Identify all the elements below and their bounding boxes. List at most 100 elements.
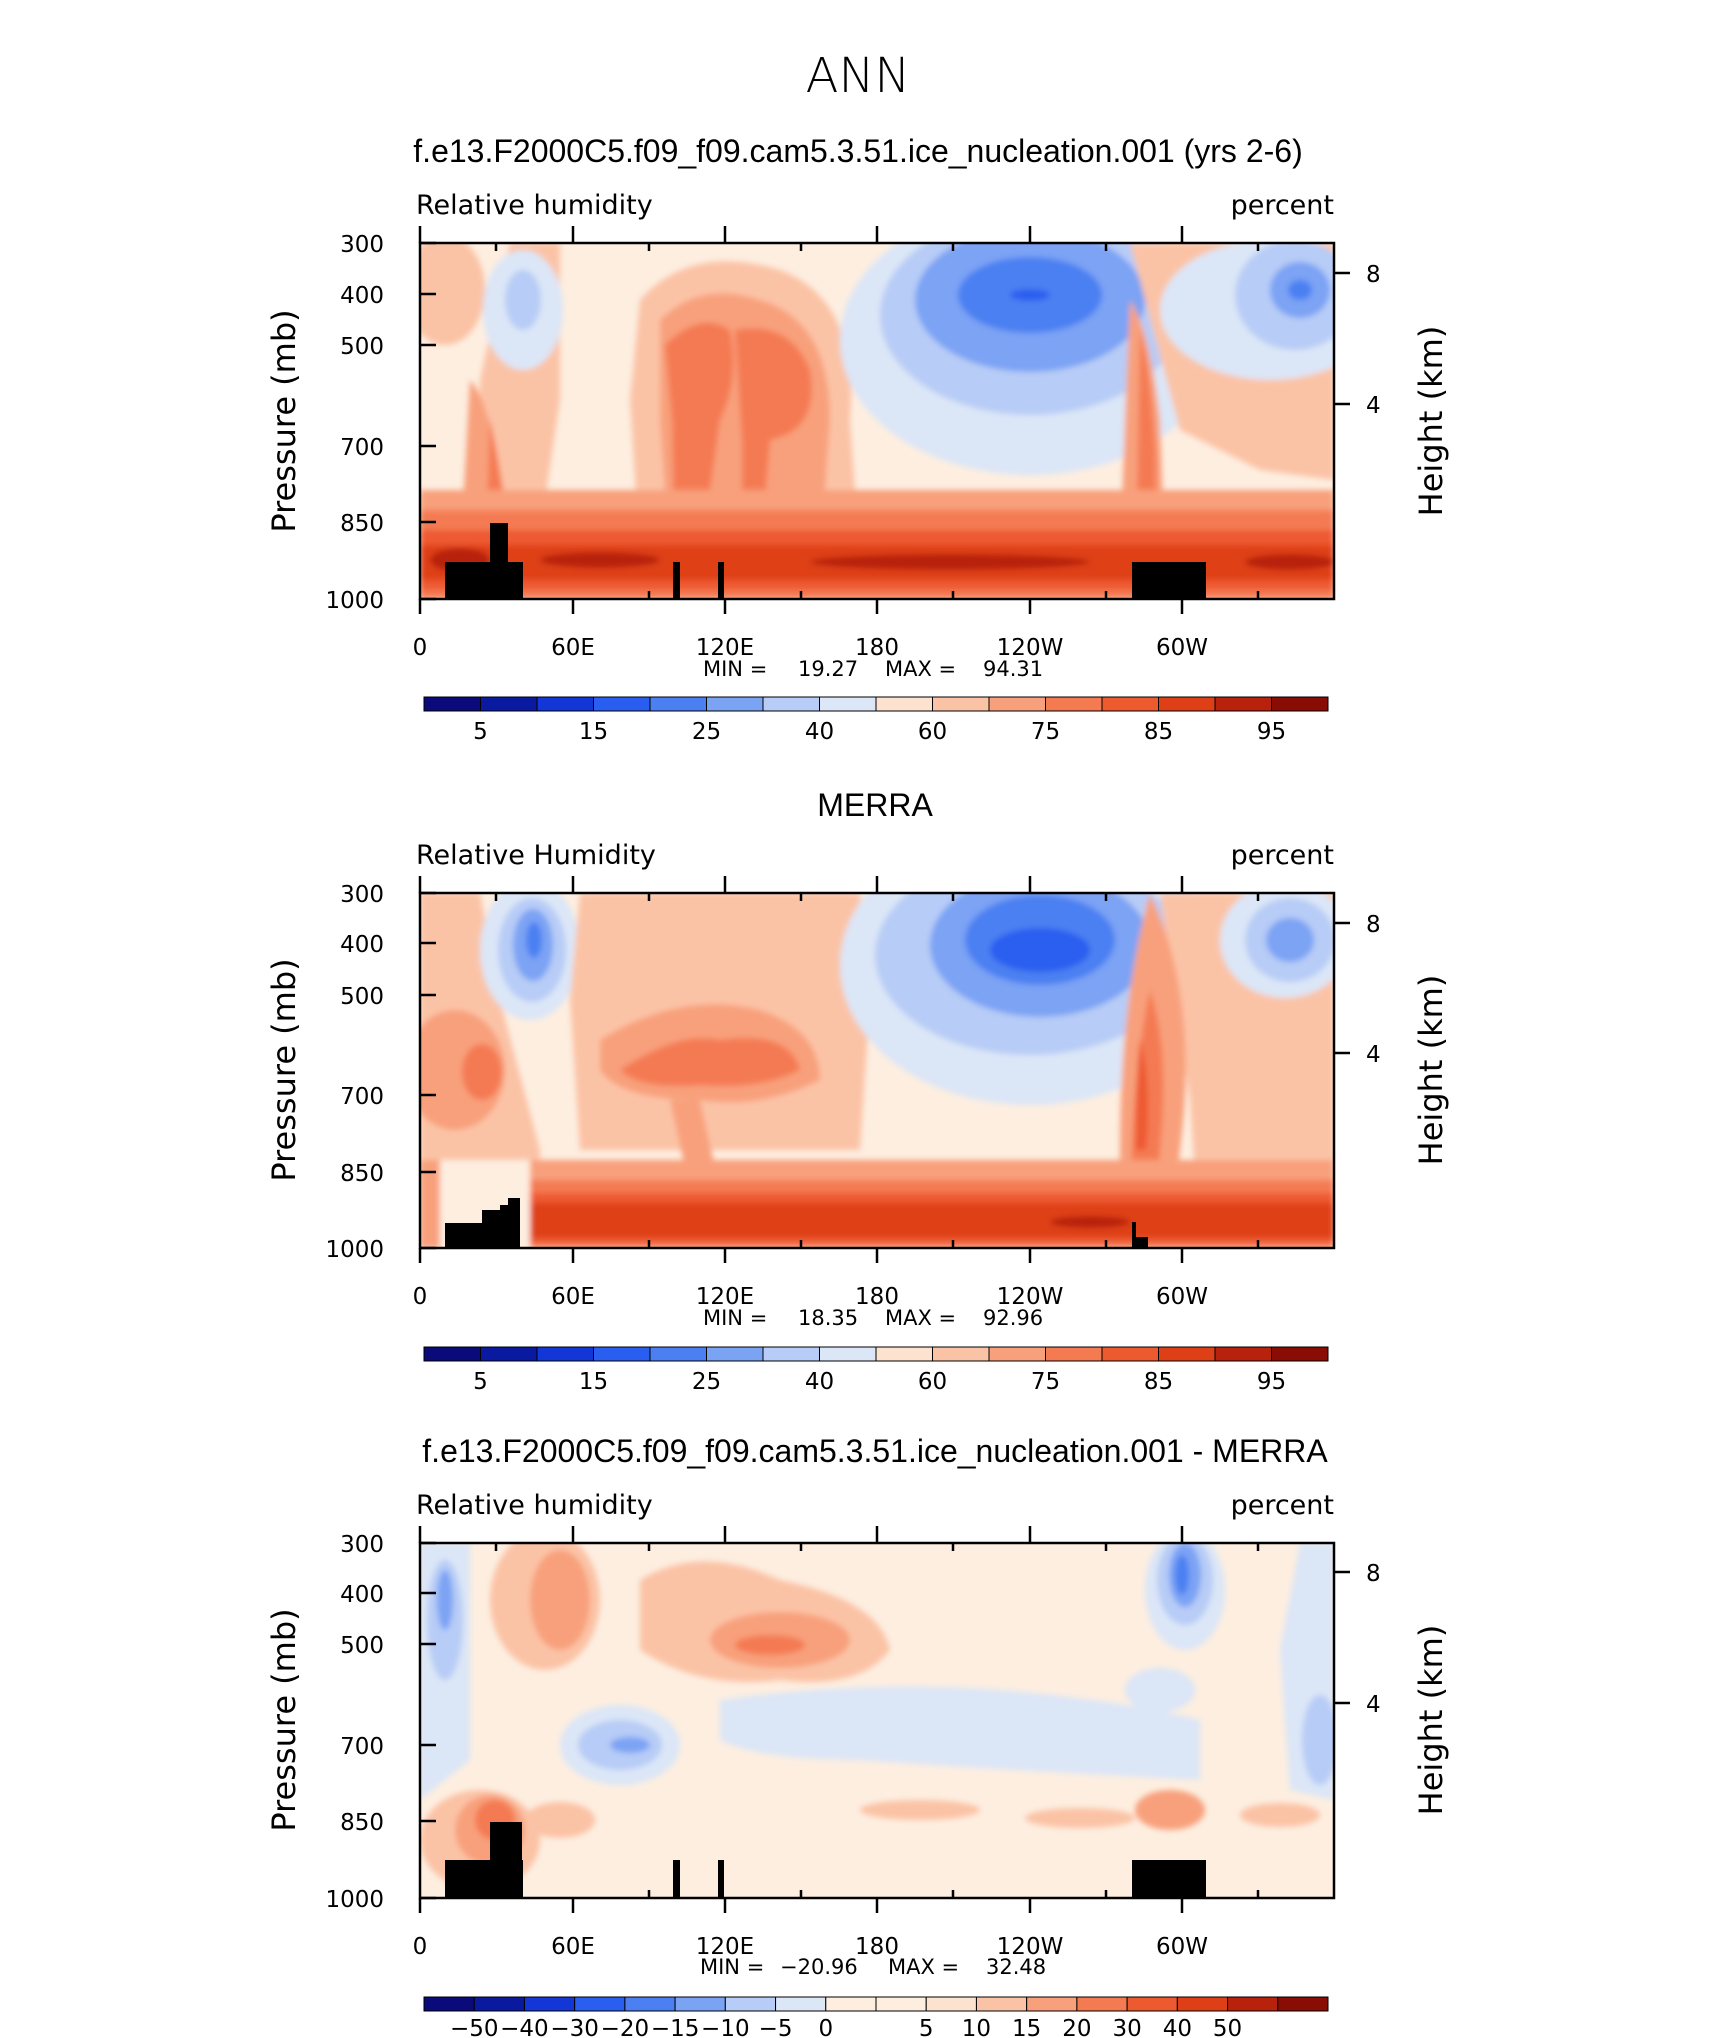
y-right-tick-label: 8 [1366,262,1381,288]
colorbar-swatch [975,1996,1028,2012]
x-tick-label: 60W [1156,1934,1208,1960]
colorbar-swatch [1214,696,1272,712]
y-tick-label: 500 [340,984,384,1010]
y-right-tick-label: 4 [1366,1042,1381,1068]
colorbar-swatch [1227,1996,1279,2012]
x-tick-label: 180 [855,1284,899,1310]
colorbar-swatch [932,1346,990,1362]
colorbar-label: −20 [601,2016,650,2038]
colorbar-swatch [1277,1996,1329,2012]
y-right-tick-label: 8 [1366,1561,1381,1587]
units-label: percent [1231,190,1334,221]
min-value: 18.35 [798,1306,858,1330]
colorbar-swatch [1158,1346,1216,1362]
colorbar-label: −30 [550,2016,599,2038]
y-axis-left: 300 400 500 700 850 1000 Pressure (mb) [265,232,436,614]
colorbar-swatch [988,696,1046,712]
colorbar-label: 20 [1062,2016,1091,2038]
colorbar-swatch [674,1996,726,2012]
page-title: ANN [806,48,911,104]
min-label: MIN = [700,1955,764,1979]
colorbar-label: −15 [651,2016,700,2038]
y-right-tick-label: 8 [1366,912,1381,938]
y-tick-label: 1000 [325,588,384,614]
colorbar-label: 40 [805,719,834,745]
max-value: 94.31 [983,657,1043,681]
colorbar-swatch [593,1346,651,1362]
colorbar-label: 10 [962,2016,991,2038]
x-tick-label: 60E [551,1284,595,1310]
field-label: Relative Humidity [416,840,656,871]
x-tick-label: 120W [997,1284,1064,1310]
y-axis-right: 8 4 Height (km) [1334,912,1450,1165]
y-tick-label: 850 [340,1161,384,1187]
colorbar-label: −10 [701,2016,750,2038]
y-tick-label: 300 [340,1532,384,1558]
colorbar-label: 15 [1012,2016,1041,2038]
y-axis-left: 300 400 500 700 850 1000 Pressure (mb) [265,882,436,1263]
colorbar-swatch [1076,1996,1128,2012]
colorbar-label: 60 [918,719,947,745]
colorbar-label: 25 [692,719,721,745]
colorbar-swatch [1026,1996,1078,2012]
colorbar-swatch [775,1996,827,2012]
y-tick-label: 700 [340,435,384,461]
field-label: Relative humidity [416,1490,653,1521]
colorbar-swatch [819,1346,877,1362]
units-label: percent [1231,840,1334,871]
colorbar-swatch [473,1996,525,2012]
y-tick-label: 850 [340,1810,384,1836]
min-label: MIN = [703,657,767,681]
colorbar-swatch [1158,696,1216,712]
x-tick-label: 0 [413,1934,428,1960]
colorbar-label: 5 [473,1369,488,1395]
colorbar-label: 40 [1163,2016,1192,2038]
colorbar-label: 75 [1031,719,1060,745]
colorbar-label: 85 [1144,719,1173,745]
colorbar-swatch [1101,696,1159,712]
colorbar-label: −50 [450,2016,499,2038]
x-tick-label: 60E [551,635,595,661]
colorbar-label: 85 [1144,1369,1173,1395]
colorbar-swatch [1271,1346,1329,1362]
contour-field [420,893,1334,1248]
min-value: 19.27 [798,657,858,681]
colorbar-swatch [574,1996,626,2012]
x-tick-label: 0 [413,635,428,661]
panel-title: f.e13.F2000C5.f09_f09.cam5.3.51.ice_nucl… [422,1433,1328,1469]
y-axis-right-title: Height (km) [1412,1625,1450,1816]
colorbar-swatch [536,1346,594,1362]
x-tick-label: 120E [696,635,754,661]
y-tick-label: 400 [340,932,384,958]
y-axis-left: 300 400 500 700 850 1000 Pressure (mb) [265,1532,436,1913]
y-tick-label: 400 [340,283,384,309]
y-axis-right-title: Height (km) [1412,975,1450,1166]
y-tick-label: 1000 [325,1237,384,1263]
panel-merra: MERRA Relative Humidity percent [265,787,1450,1395]
colorbar-swatch [988,1346,1046,1362]
y-tick-label: 400 [340,1582,384,1608]
panel-model: f.e13.F2000C5.f09_f09.cam5.3.51.ice_nucl… [265,133,1450,745]
colorbar-label: 50 [1213,2016,1242,2038]
y-tick-label: 700 [340,1734,384,1760]
colorbar-swatch [875,696,933,712]
x-tick-label: 180 [855,1934,899,1960]
colorbar-swatch [819,696,877,712]
max-label: MAX = [888,1955,959,1979]
colorbar: 5 15 25 40 60 75 85 95 [423,1346,1329,1395]
terrain-mask [445,523,1206,599]
colorbar-swatch [825,1996,877,2012]
x-axis: 0 60E 120E 180 120W 60W [413,1526,1260,1960]
colorbar-label: 25 [692,1369,721,1395]
min-label: MIN = [703,1306,767,1330]
x-tick-label: 120W [997,635,1064,661]
colorbar: −50 −40 −30 −20 −15 −10 −5 0 5 10 15 20 30 40 50 [423,1996,1329,2038]
terrain-mask [445,1822,1206,1898]
colorbar-swatch [536,696,594,712]
colorbar-label: 5 [919,2016,934,2038]
colorbar-swatch [706,1346,764,1362]
max-label: MAX = [885,1306,956,1330]
max-label: MAX = [885,657,956,681]
y-tick-label: 700 [340,1084,384,1110]
